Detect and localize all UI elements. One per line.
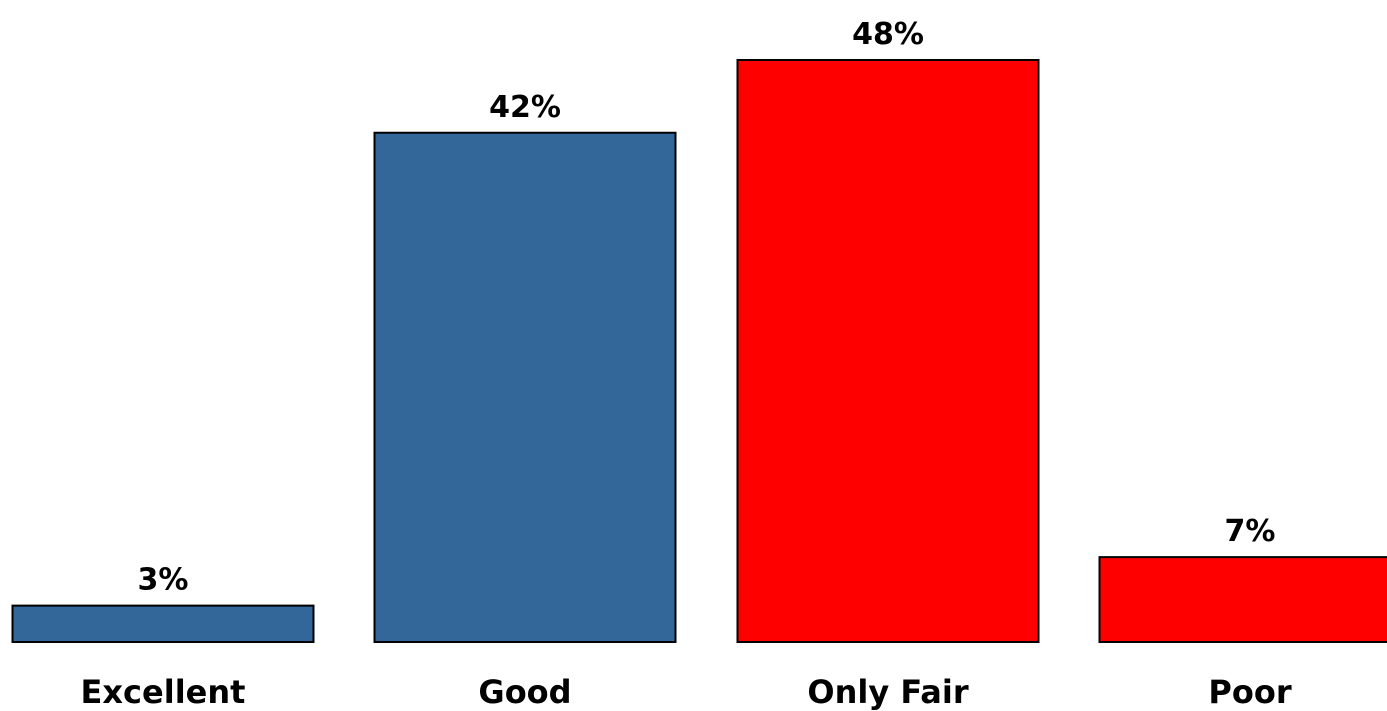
category-labels-group: Excellent Good Only Fair Poor: [81, 673, 1292, 711]
bar-excellent: [11, 604, 315, 643]
value-label-poor: 7%: [1225, 514, 1276, 549]
bar-only-fair: [736, 59, 1040, 643]
value-label-excellent: 3%: [138, 563, 189, 598]
value-label-only-fair: 48%: [852, 17, 924, 52]
bar-poor: [1098, 556, 1387, 643]
category-label-good: Good: [478, 673, 571, 711]
bars-group: [11, 59, 1387, 643]
category-label-excellent: Excellent: [81, 673, 246, 711]
category-label-poor: Poor: [1208, 673, 1291, 711]
value-label-good: 42%: [489, 90, 561, 125]
category-label-only-fair: Only Fair: [807, 673, 969, 711]
bar-good: [373, 131, 677, 643]
value-labels-group: 3% 42% 48% 7%: [138, 17, 1276, 598]
